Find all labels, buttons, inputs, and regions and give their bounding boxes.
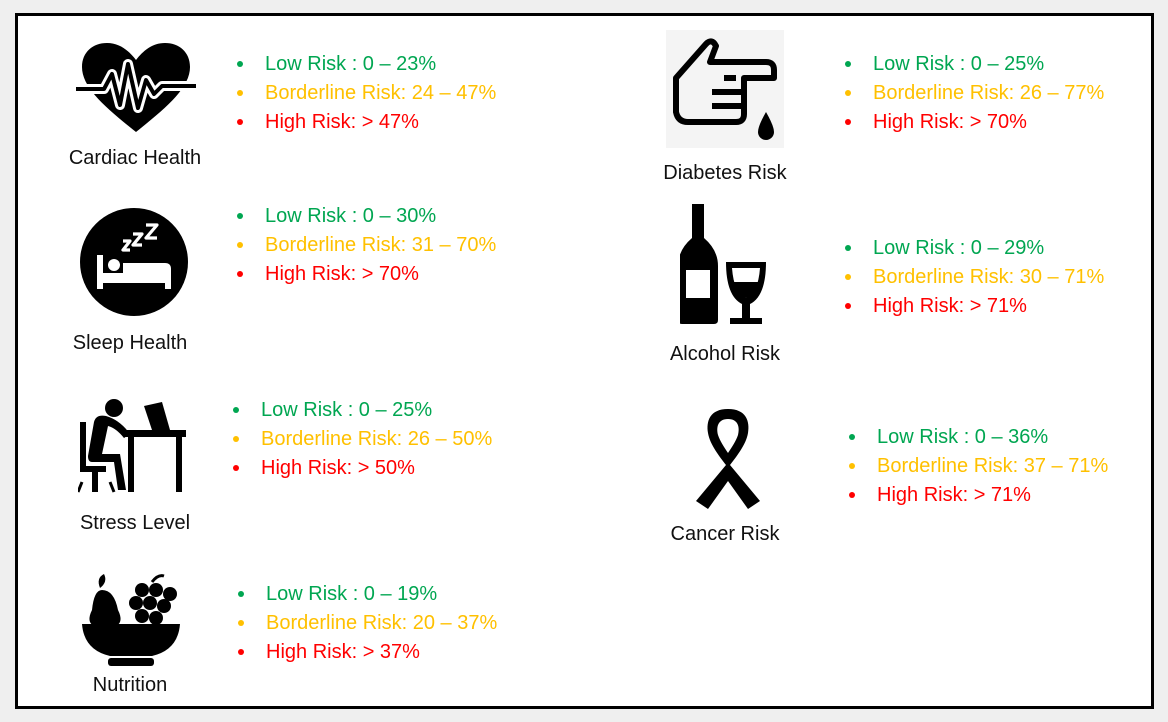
risk-list-nutrition: Low Risk : 0 – 19% Borderline Risk: 20 –…	[235, 580, 497, 667]
risk-list-cardiac: Low Risk : 0 – 23% Borderline Risk: 24 –…	[234, 50, 496, 137]
finger-blood-drop-icon	[666, 30, 784, 148]
card-caption: Nutrition	[92, 674, 168, 696]
low-risk-item: Low Risk : 0 – 30%	[234, 202, 496, 231]
high-risk-item: High Risk: > 70%	[842, 108, 1104, 137]
risk-list-cancer: Low Risk : 0 – 36% Borderline Risk: 37 –…	[846, 423, 1108, 510]
card-caption: Alcohol Risk	[669, 343, 781, 365]
awareness-ribbon-icon	[686, 403, 770, 511]
fruit-bowl-icon	[80, 572, 182, 668]
risk-list-sleep: Low Risk : 0 – 30% Borderline Risk: 31 –…	[234, 202, 496, 289]
card-caption: Cardiac Health	[68, 147, 202, 169]
high-risk-item: High Risk: > 37%	[235, 638, 497, 667]
high-risk-item: High Risk: > 70%	[234, 260, 496, 289]
low-risk-item: Low Risk : 0 – 19%	[235, 580, 497, 609]
risk-list-diabetes: Low Risk : 0 – 25% Borderline Risk: 26 –…	[842, 50, 1104, 137]
low-risk-item: Low Risk : 0 – 25%	[230, 396, 492, 425]
risk-panel	[15, 13, 1154, 709]
borderline-risk-item: Borderline Risk: 26 – 50%	[230, 425, 492, 454]
stressed-person-at-desk-icon	[78, 396, 186, 494]
risk-list-alcohol: Low Risk : 0 – 29% Borderline Risk: 30 –…	[842, 234, 1104, 321]
borderline-risk-item: Borderline Risk: 20 – 37%	[235, 609, 497, 638]
borderline-risk-item: Borderline Risk: 37 – 71%	[846, 452, 1108, 481]
high-risk-item: High Risk: > 47%	[234, 108, 496, 137]
high-risk-item: High Risk: > 71%	[846, 481, 1108, 510]
card-caption: Cancer Risk	[670, 523, 780, 545]
card-caption: Sleep Health	[72, 332, 188, 354]
low-risk-item: Low Risk : 0 – 23%	[234, 50, 496, 79]
high-risk-item: High Risk: > 50%	[230, 454, 492, 483]
heart-pulse-icon	[76, 42, 196, 134]
borderline-risk-item: Borderline Risk: 31 – 70%	[234, 231, 496, 260]
wine-bottle-glass-icon	[680, 204, 772, 324]
borderline-risk-item: Borderline Risk: 24 – 47%	[234, 79, 496, 108]
high-risk-item: High Risk: > 71%	[842, 292, 1104, 321]
risk-list-stress: Low Risk : 0 – 25% Borderline Risk: 26 –…	[230, 396, 492, 483]
sleeping-in-bed-icon	[79, 207, 189, 317]
low-risk-item: Low Risk : 0 – 29%	[842, 234, 1104, 263]
low-risk-item: Low Risk : 0 – 25%	[842, 50, 1104, 79]
borderline-risk-item: Borderline Risk: 30 – 71%	[842, 263, 1104, 292]
card-caption: Stress Level	[79, 512, 191, 534]
low-risk-item: Low Risk : 0 – 36%	[846, 423, 1108, 452]
borderline-risk-item: Borderline Risk: 26 – 77%	[842, 79, 1104, 108]
card-caption: Diabetes Risk	[663, 162, 787, 184]
